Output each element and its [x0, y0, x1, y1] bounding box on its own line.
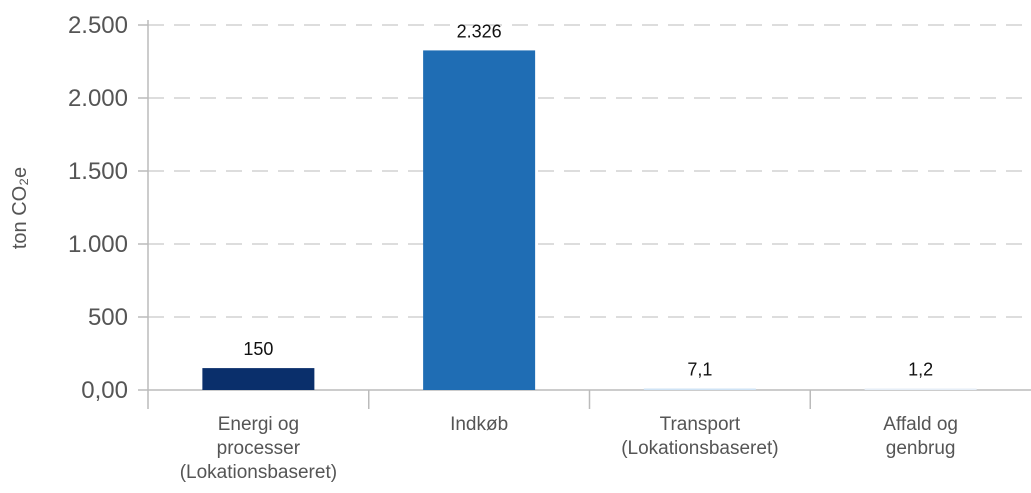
bars: [202, 50, 977, 391]
x-tick-label: genbrug: [886, 438, 956, 459]
y-tick-label: 1.500: [68, 158, 128, 185]
bar: [643, 388, 756, 390]
data-label: 1,2: [908, 360, 933, 380]
x-tick-label: Affald og: [883, 414, 958, 435]
x-tick-label: (Lokationsbaseret): [621, 438, 778, 459]
x-tick-label: (Lokationsbaseret): [180, 462, 337, 483]
y-tick-label: 2.000: [68, 85, 128, 112]
bar: [202, 368, 315, 390]
axes: 0,00 500 1.000 1.500 2.000 2.500: [68, 12, 1031, 409]
y-axis-title: ton CO₂e: [9, 167, 31, 249]
y-tick-label: 500: [88, 304, 128, 331]
data-label: 150: [243, 339, 273, 359]
labels: 150 Energi og processer (Lokationsbaseret) 2…: [180, 21, 958, 483]
gridlines: [148, 24, 1031, 318]
y-tick-label: 0,00: [81, 377, 128, 404]
bar: [864, 388, 977, 390]
x-tick-label: Energi og: [218, 414, 299, 435]
x-tick-label: processer: [217, 438, 301, 459]
x-tick-label: Indkøb: [450, 414, 508, 435]
data-label: 7,1: [687, 360, 712, 380]
bar: [423, 50, 536, 391]
y-tick-label: 1.000: [68, 231, 128, 258]
y-tick-label: 2.500: [68, 12, 128, 39]
x-tick-label: Transport: [660, 414, 741, 435]
data-label: 2.326: [457, 21, 502, 41]
